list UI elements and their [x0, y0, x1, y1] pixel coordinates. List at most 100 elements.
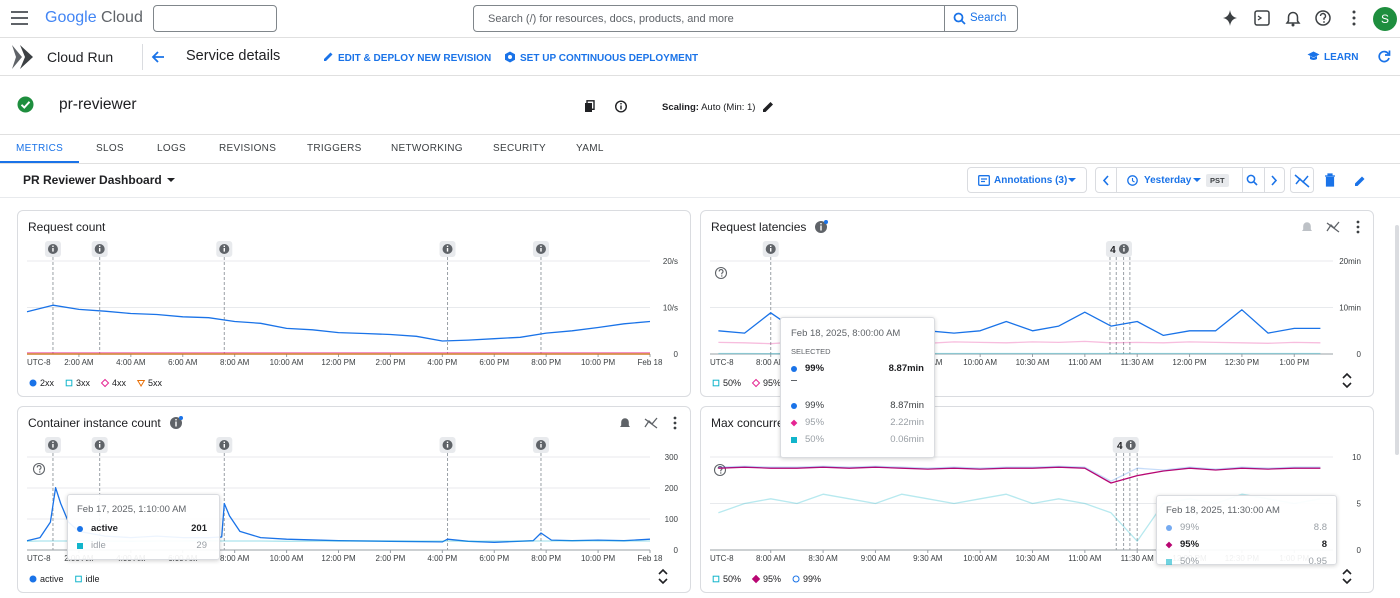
legend-marker	[29, 575, 37, 583]
scrollbar[interactable]	[1395, 225, 1399, 455]
dashboard-actions[interactable]	[1290, 167, 1370, 193]
next-button[interactable]	[1270, 175, 1278, 186]
y-tick-label: 5	[1357, 500, 1362, 509]
annotation-icon	[1130, 441, 1132, 443]
annotation-icon	[446, 441, 449, 443]
product-name: Cloud Run	[47, 49, 114, 65]
toolbar-icons[interactable]	[1220, 8, 1370, 32]
annotation-icon	[446, 248, 449, 252]
edit-deploy-button[interactable]: EDIT & DEPLOY NEW REVISION	[323, 51, 491, 64]
edit-deploy-label: EDIT & DEPLOY NEW REVISION	[338, 53, 492, 64]
chart-title: Container instance count	[28, 416, 161, 430]
x-tick-label: 11:00 AM	[1068, 358, 1102, 367]
annotation-icon	[540, 245, 542, 247]
x-tick-label: 12:30 PM	[1225, 358, 1260, 367]
annotation-icon	[98, 441, 101, 443]
time-range-control[interactable]: Yesterday PST	[1095, 167, 1285, 193]
menu-icon[interactable]	[11, 11, 29, 25]
legend-marker	[1165, 541, 1173, 548]
refresh-button[interactable]	[1377, 50, 1391, 64]
legend-label: 99%	[803, 574, 821, 584]
panel-tools[interactable]	[620, 416, 677, 430]
annotation-count: 4	[1110, 245, 1116, 256]
annotation-icon	[1130, 444, 1132, 448]
learn-button[interactable]: LEARN	[1307, 51, 1358, 63]
legend-label: 5xx	[148, 378, 163, 388]
logo[interactable]: Google Cloud	[45, 9, 143, 27]
y-tick-label: 10min	[1339, 304, 1361, 313]
expand-icon[interactable]	[1342, 568, 1352, 585]
prev-button[interactable]	[1102, 175, 1110, 186]
clock-icon	[1127, 175, 1138, 186]
annotation-icon	[540, 248, 542, 252]
divider	[142, 44, 143, 70]
expand-icon[interactable]	[1342, 372, 1352, 389]
pencil-icon	[324, 52, 333, 61]
tooltip-value: 2.22min	[890, 417, 924, 428]
dropdown-arrow	[1193, 178, 1201, 182]
annotation-icon	[52, 245, 54, 247]
expand-icon[interactable]	[658, 568, 668, 585]
series-line	[718, 466, 1321, 484]
tab[interactable]: TRIGGERS	[307, 143, 362, 154]
x-tick-label: 11:30 AM	[1121, 358, 1155, 367]
zoom-button[interactable]	[1246, 174, 1258, 186]
x-tick-label: 10:00 PM	[581, 358, 616, 367]
tab[interactable]: METRICS	[0, 135, 80, 163]
tab[interactable]: LOGS	[157, 143, 186, 154]
scaling-value: Auto (Min: 1)	[701, 102, 756, 113]
search-box[interactable]: Search (/) for resources, docs, products…	[473, 5, 1018, 32]
annotation-icon	[446, 444, 449, 448]
search-button[interactable]: Search	[944, 5, 1018, 32]
back-button[interactable]	[150, 49, 166, 65]
x-tick-label: 12:00 PM	[1172, 358, 1207, 367]
dashboard-selector[interactable]: PR Reviewer Dashboard	[23, 173, 176, 187]
x-tick-label: Feb 18	[638, 358, 663, 367]
dashboard-toolbar: PR Reviewer Dashboard Annotations (3) Ye…	[0, 164, 1400, 198]
tooltip-series: active	[91, 523, 118, 534]
edit-scaling-button[interactable]	[762, 100, 775, 113]
x-tick-label: 2:00 PM	[376, 554, 406, 563]
tooltip-series: 99%	[805, 363, 825, 374]
tab[interactable]: REVISIONS	[219, 143, 277, 154]
annotation-icon	[770, 245, 772, 247]
service-icons[interactable]	[584, 100, 632, 113]
y-tick-label: 0	[1357, 350, 1362, 359]
legend-marker	[77, 542, 83, 549]
x-tick-label: 8:00 AM	[756, 554, 786, 563]
x-tick-label: 10:00 AM	[270, 554, 304, 563]
tab[interactable]: NETWORKING	[391, 143, 463, 154]
dashboard-title: PR Reviewer Dashboard	[23, 173, 162, 187]
search-icon	[953, 12, 966, 25]
project-picker[interactable]	[153, 5, 277, 32]
tooltip-row: 95% 2.22min	[790, 414, 924, 431]
tab[interactable]: SLOS	[96, 143, 124, 154]
annotation-icon	[223, 248, 225, 252]
annotations-button[interactable]: Annotations (3)	[967, 167, 1087, 193]
tooltip-series: 95%	[1180, 539, 1200, 550]
tooltip-series: 95%	[805, 417, 825, 428]
help-icon	[714, 266, 728, 280]
tooltip-series: 99%	[805, 400, 825, 411]
tab[interactable]: YAML	[576, 143, 604, 154]
legend-marker	[65, 379, 73, 387]
x-tick-label: 12:00 PM	[321, 554, 356, 563]
continuous-deploy-button[interactable]: SET UP CONTINUOUS DEPLOYMENT	[504, 51, 698, 64]
annotation-icon	[540, 444, 542, 448]
annotation-icon	[223, 245, 225, 247]
time-range-label: Yesterday	[1144, 175, 1192, 186]
annotation-icon	[446, 245, 449, 247]
tooltip-value: 0.06min	[890, 434, 924, 445]
x-tick-label: 4:00 PM	[427, 358, 457, 367]
avatar[interactable]: S	[1373, 7, 1397, 31]
x-tick-label: 8:00 AM	[220, 554, 250, 563]
tooltip-value: 8.87min	[888, 363, 924, 374]
panel-tools[interactable]	[1302, 220, 1360, 234]
y-tick-label: 10/s	[663, 304, 678, 313]
tab[interactable]: SECURITY	[493, 143, 546, 154]
legend-marker	[136, 380, 146, 387]
x-tick-label: 11:00 AM	[1068, 554, 1102, 563]
logo-cloud: Cloud	[101, 9, 143, 26]
tooltip-row: 99% 8.87min	[791, 397, 924, 414]
legend-label: idle	[86, 574, 100, 584]
